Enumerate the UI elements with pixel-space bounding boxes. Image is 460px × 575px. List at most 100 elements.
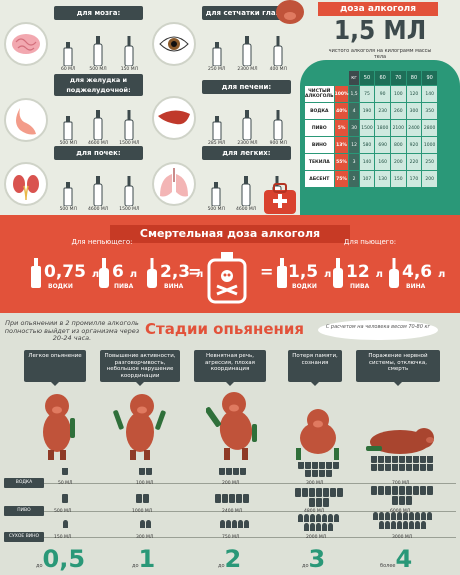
wine-bottle-icon	[389, 258, 399, 288]
kidneys-icon	[4, 162, 48, 206]
drink-icons	[55, 494, 75, 503]
drink-icons	[218, 468, 246, 475]
drinker-vodka-kind: ВОДКИ	[292, 283, 317, 290]
table-cell: 250	[422, 154, 437, 170]
stage-prefix: более	[380, 563, 396, 569]
stage-number: до3	[302, 545, 325, 573]
stage-prefix: до	[302, 563, 309, 569]
table-cell: 580	[359, 137, 375, 153]
table-cell: 1500	[359, 120, 375, 136]
vodka-bottle-icon	[31, 258, 41, 288]
nondrinker-wine-amount: 2,3 л	[160, 262, 203, 282]
table-cell: 1,5	[349, 86, 359, 102]
drink-icons	[296, 514, 340, 531]
amount-value: 0,75	[44, 262, 86, 282]
dose-vodka: 60 МЛ	[60, 67, 76, 72]
stage-prefix: до	[132, 563, 139, 569]
row-label-vodka: ВОДКА	[4, 478, 44, 488]
vodka-bottle-icon	[277, 258, 287, 288]
table-row: ВОДКА 40% 4 190 230 260 300 350	[305, 103, 437, 119]
dose-wine: 900 МЛ	[269, 141, 287, 146]
stage-prefix: до	[36, 563, 43, 569]
stage-description: Невнятная речь, агрессия, плохая координ…	[194, 350, 266, 386]
weight-header: 90	[422, 71, 437, 85]
pig-stage-1-icon	[43, 394, 75, 460]
table-cell: 140	[359, 154, 375, 170]
first-aid-bag-icon	[264, 183, 296, 214]
dose-beer: 4600 МЛ	[87, 207, 109, 212]
dose-vodka: 500 МЛ	[59, 207, 77, 212]
equals-sign: =	[260, 262, 274, 281]
table-row: ЧИСТЫЙ АЛКОГОЛЬ 100% 1,5 75 90 100 120 1…	[305, 86, 437, 102]
stage-description: Повышение активности, разговорчивость, н…	[100, 350, 180, 386]
stage-beer-value: 1000 МЛ	[132, 509, 153, 514]
pig-stage-4-icon	[296, 409, 339, 460]
organ-stomach: для желудка и поджелудочной: 500 МЛ 4600…	[2, 74, 147, 146]
stage-note: При опьянении в 2 промилле алкоголь полн…	[4, 319, 140, 342]
table-row: ПИВО 5% 30 1500 1800 2100 2400 2800	[305, 120, 437, 136]
row-divider	[44, 511, 456, 512]
drink-percent: 100%	[334, 86, 349, 102]
table-cell: 12	[349, 137, 359, 153]
drink-icons	[368, 486, 436, 505]
drink-icons	[132, 494, 152, 503]
table-cell: 150	[390, 171, 406, 187]
organ-label: для сетчатки глаза:	[202, 6, 291, 20]
dose-beer: 4600 МЛ	[235, 207, 257, 212]
stage-wine-value: 150 МЛ	[54, 535, 72, 540]
table-cell: 260	[390, 103, 406, 119]
drink-name: ПИВО	[305, 120, 334, 136]
nondrinker-wine-kind: ВИНА	[164, 283, 184, 290]
nondrinker-beer-amount: 6 л	[112, 262, 137, 282]
dose-beer: 2300 МЛ	[237, 141, 258, 146]
drink-icons	[135, 520, 155, 528]
lungs-icon	[152, 162, 196, 206]
stage-value: 3	[308, 545, 326, 573]
dose-vodka: 250 МЛ	[208, 67, 226, 72]
organ-liver: для печени: 285 МЛ 2300 МЛ 900 МЛ	[150, 74, 295, 146]
dose-title: доза алкоголя	[318, 2, 438, 16]
drink-icons	[370, 512, 434, 529]
nondrinker-vodka-kind: ВОДКИ	[48, 283, 73, 290]
table-cell: 160	[375, 154, 390, 170]
stage-wine-value: 750 МЛ	[222, 535, 240, 540]
pig-stage-2-icon	[113, 394, 166, 460]
brain-icon	[4, 22, 48, 66]
weight-note-bubble: С расчетом на человека весом 70-80 кг	[318, 320, 438, 340]
table-cell: 2100	[390, 120, 406, 136]
table-cell: 170	[406, 171, 422, 187]
stomach-icon	[4, 98, 48, 142]
dose-bottles: 500 МЛ 4600 МЛ 1500 МЛ	[54, 102, 145, 146]
table-cell: 30	[349, 120, 359, 136]
dose-table-header: кг 50 60 70 80 90	[305, 71, 437, 85]
dose-amount: 1,5 МЛ	[333, 16, 427, 46]
drink-icons	[214, 520, 254, 528]
table-cell: 2800	[422, 120, 437, 136]
pig-stage-3-icon	[206, 392, 257, 460]
organ-doses-section: для мозга: 60 МЛ 500 МЛ 150 МЛ для сетча…	[0, 0, 300, 215]
nondrinker-label: Для непьющего:	[71, 238, 133, 246]
amount-unit: л	[324, 269, 332, 280]
eye-icon	[152, 22, 196, 66]
drinker-beer-kind: ПИВА	[350, 283, 370, 290]
drinker-vodka-amount: 1,5 л	[288, 262, 331, 282]
row-divider	[44, 483, 456, 484]
table-cell: 75	[359, 86, 375, 102]
stage-value: 1	[138, 545, 156, 573]
table-cell: 350	[422, 103, 437, 119]
organ-lungs: для легких: 500 МЛ 4600 МЛ 1500 МЛ	[150, 146, 295, 214]
drink-icons	[55, 468, 75, 475]
beer-bottle-icon	[99, 258, 109, 288]
table-cell: 690	[375, 137, 390, 153]
table-cell: 90	[375, 86, 390, 102]
table-cell: 4	[349, 103, 359, 119]
stage-number: до2	[218, 545, 241, 573]
stage-vodka-value: 50 МЛ	[58, 481, 73, 486]
stage-vodka-value: 700 МЛ	[392, 481, 410, 486]
amount-value: 4,6	[402, 262, 433, 282]
drink-icons	[294, 488, 344, 507]
organ-label: для мозга:	[54, 6, 143, 20]
drinker-beer-amount: 12 л	[346, 262, 383, 282]
amount-unit: л	[196, 269, 204, 280]
dose-wine: 150 МЛ	[120, 67, 138, 72]
